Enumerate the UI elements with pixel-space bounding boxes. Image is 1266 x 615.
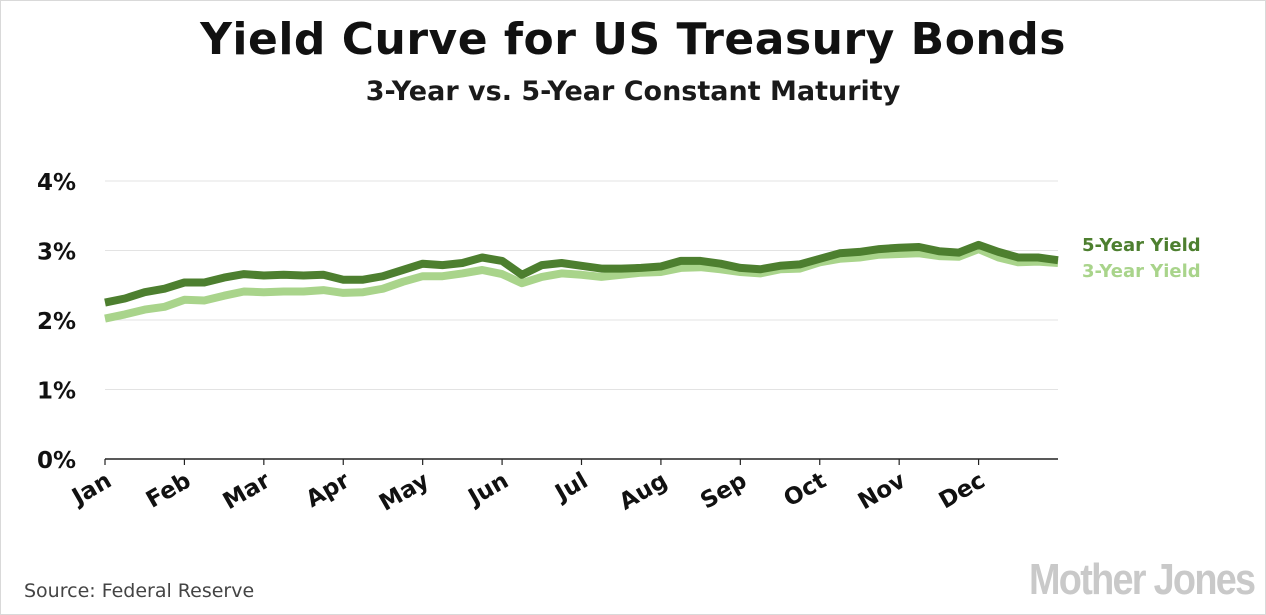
x-tick-label: Jul [549, 468, 592, 508]
y-tick-label: 3% [37, 240, 76, 266]
y-tick-label: 4% [37, 170, 76, 196]
x-tick-label: Sep [696, 468, 751, 515]
y-axis-ticks: 0% 1% 2% 3% 4% [37, 170, 76, 474]
legend: 5-Year Yield 3-Year Yield [1082, 235, 1201, 282]
y-tick-label: 1% [37, 379, 76, 405]
x-tick-label: Feb [142, 468, 196, 514]
gridlines [105, 180, 1058, 390]
series-line-3-year [104, 245, 1059, 323]
chart-subtitle: 3-Year vs. 5-Year Constant Maturity [365, 76, 901, 107]
x-tick-label: Jan [66, 468, 116, 512]
x-tick-label: Nov [854, 468, 910, 516]
series-lines [104, 240, 1059, 323]
x-axis: Jan Feb Mar Apr May Jun Jul Aug Sep Oct Nov Dec [66, 458, 1058, 517]
series-line-5-year [104, 240, 1059, 307]
x-tick-label: Oct [779, 468, 830, 513]
x-tick-label: May [375, 468, 434, 517]
x-tick-label: Dec [935, 468, 990, 515]
publisher-logo: Mother Jones [1029, 555, 1256, 604]
x-tick-label: Mar [219, 467, 276, 515]
chart-title: Yield Curve for US Treasury Bonds [200, 14, 1066, 65]
x-tick-label: Jun [463, 468, 514, 512]
legend-label-5-year: 5-Year Yield [1082, 235, 1201, 256]
x-tick-label: Apr [302, 467, 355, 513]
legend-label-3-year: 3-Year Yield [1082, 261, 1201, 282]
y-tick-label: 0% [37, 448, 76, 474]
y-tick-label: 2% [37, 309, 76, 335]
source-note: Source: Federal Reserve [24, 580, 255, 602]
x-tick-label: Aug [615, 468, 672, 516]
